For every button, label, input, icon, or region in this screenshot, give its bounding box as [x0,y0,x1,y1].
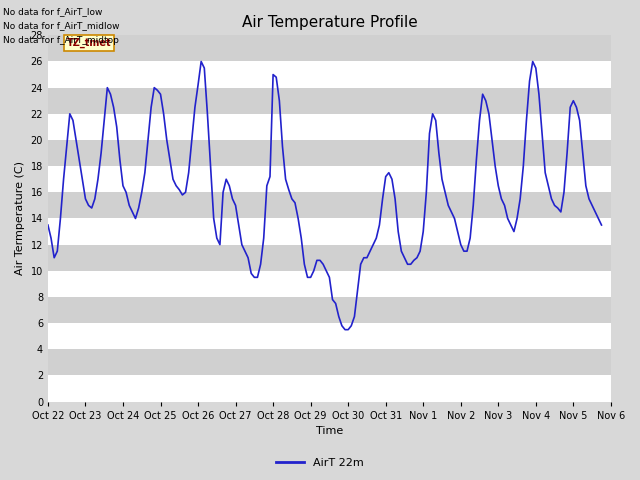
Bar [48,114,611,140]
Text: No data for f_AirT_midtop: No data for f_AirT_midtop [3,36,119,45]
Bar [48,140,611,166]
Bar [48,271,611,297]
Bar [48,88,611,114]
Bar [48,245,611,271]
Title: Air Temperature Profile: Air Temperature Profile [241,15,417,30]
Bar [48,323,611,349]
Y-axis label: Air Termperature (C): Air Termperature (C) [15,161,25,276]
Text: TZ_tmet: TZ_tmet [67,38,111,48]
Bar [48,36,611,61]
Bar [48,61,611,88]
Bar [48,349,611,375]
Bar [48,218,611,245]
Bar [48,297,611,323]
X-axis label: Time: Time [316,426,343,436]
Bar [48,166,611,192]
Legend: AirT 22m: AirT 22m [272,453,368,472]
Text: No data for f_AirT_low: No data for f_AirT_low [3,7,102,16]
Bar [48,375,611,402]
Bar [48,192,611,218]
Text: No data for f_AirT_midlow: No data for f_AirT_midlow [3,22,120,31]
